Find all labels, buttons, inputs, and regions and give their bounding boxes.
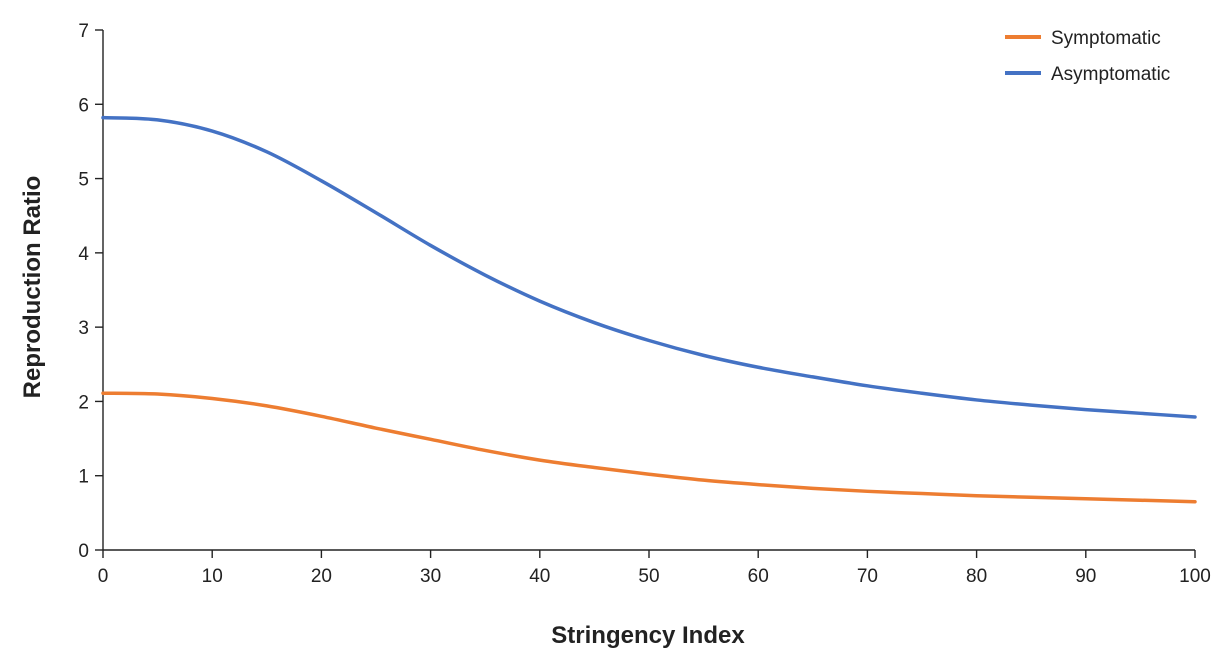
y-tick-label: 3: [78, 318, 89, 339]
x-tick-label: 70: [857, 566, 878, 587]
x-tick-label: 10: [202, 566, 223, 587]
y-tick-label: 2: [78, 392, 89, 413]
x-tick-label: 20: [311, 566, 332, 587]
legend-label-symptomatic: Symptomatic: [1051, 28, 1161, 49]
legend: Symptomatic Asymptomatic: [1005, 28, 1170, 85]
series-lines: [101, 115, 1197, 504]
x-tick-label: 0: [98, 566, 109, 587]
x-tick-label: 100: [1179, 566, 1211, 587]
y-tick-label: 4: [78, 244, 89, 265]
x-tick-label: 40: [529, 566, 550, 587]
series-line-symptomatic: [101, 391, 1197, 504]
plot-axes: [102, 30, 1195, 551]
y-axis-title: Reproduction Ratio: [19, 176, 46, 399]
legend-label-asymptomatic: Asymptomatic: [1051, 64, 1170, 85]
x-tick-label: 80: [966, 566, 987, 587]
x-axis-title: Stringency Index: [551, 622, 745, 649]
x-tick-label: 60: [748, 566, 769, 587]
y-tick-label: 7: [78, 21, 89, 42]
x-axis-ticks: 0 10 20 30 40 50 60 70 80 90 100: [98, 550, 1211, 587]
y-tick-label: 0: [78, 541, 89, 562]
y-tick-label: 1: [78, 467, 89, 488]
x-tick-label: 30: [420, 566, 441, 587]
y-tick-label: 5: [78, 170, 89, 191]
x-tick-label: 50: [638, 566, 659, 587]
y-tick-label: 6: [78, 95, 89, 116]
x-tick-label: 90: [1075, 566, 1096, 587]
y-axis-ticks: 0 1 2 3 4 5 6 7: [78, 21, 103, 562]
series-line-asymptomatic: [101, 115, 1197, 419]
